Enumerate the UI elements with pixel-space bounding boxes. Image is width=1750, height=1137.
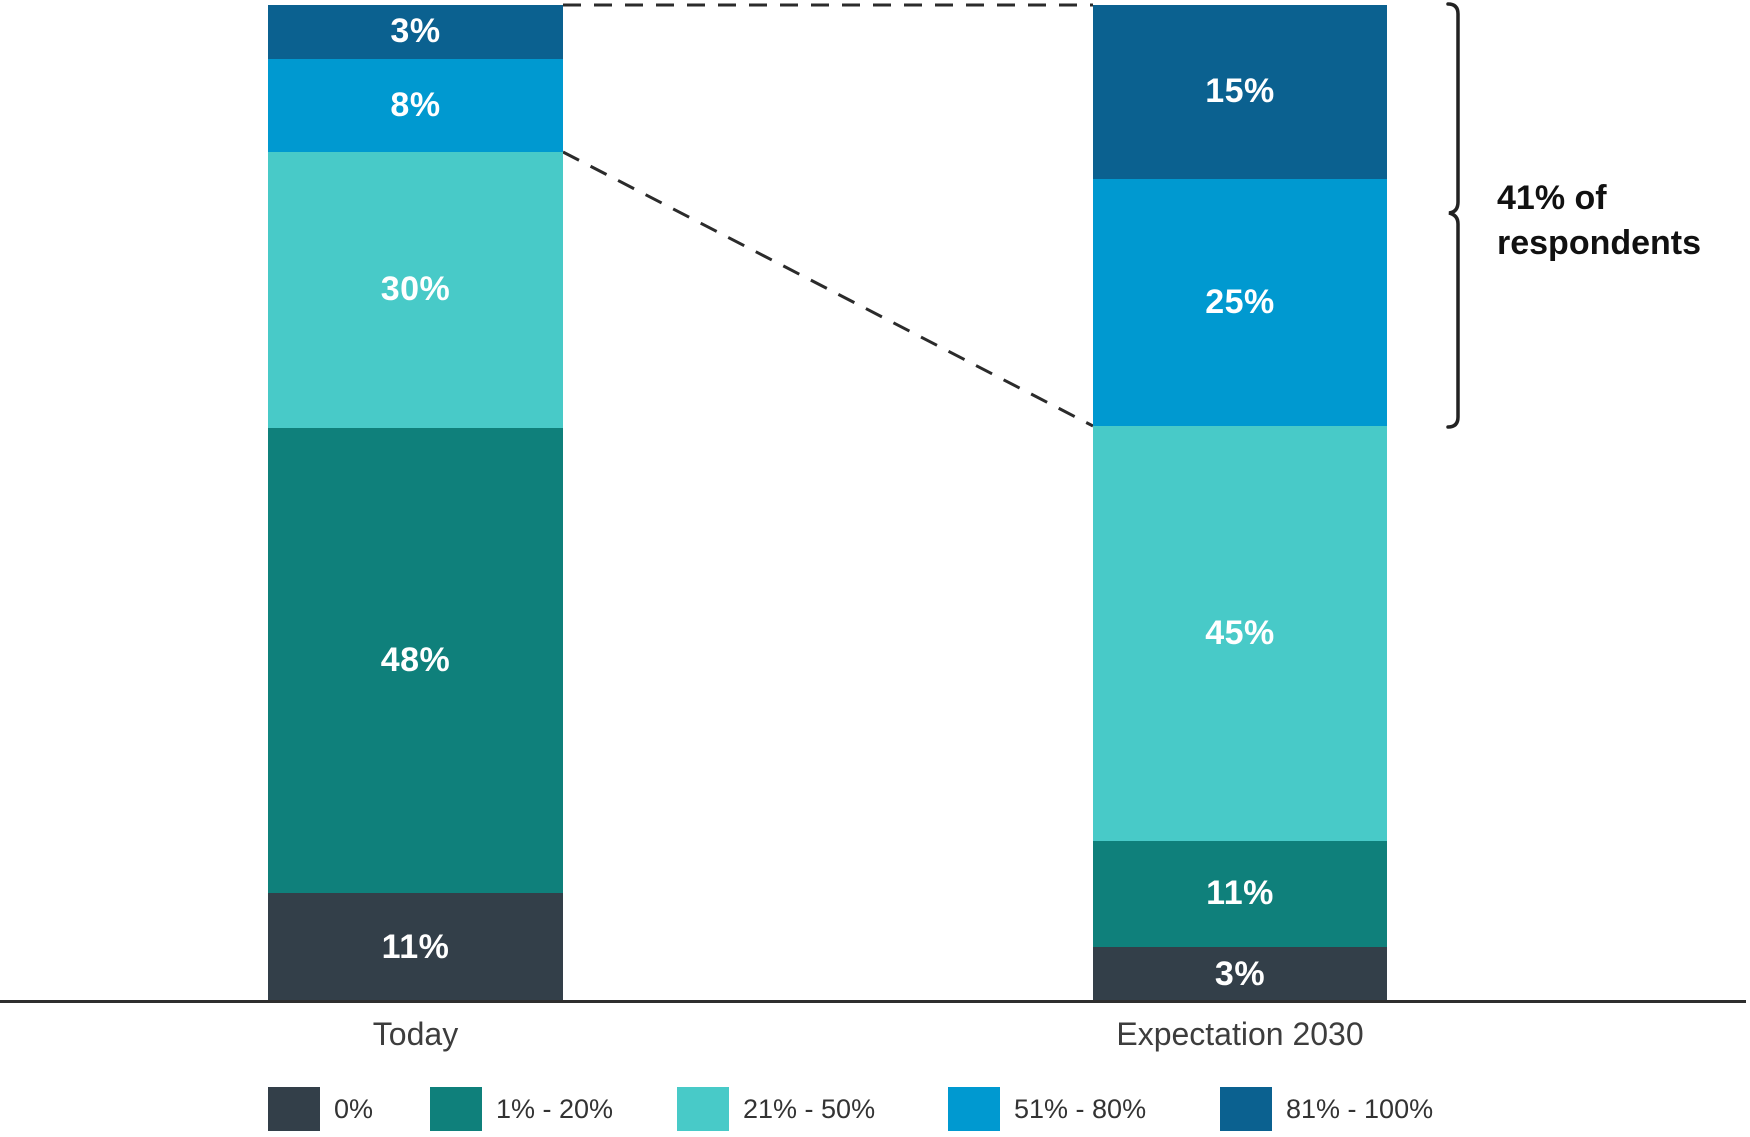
legend-item-21-50: 21% - 50% xyxy=(677,1087,875,1131)
bar-segment-2030-0: 3% xyxy=(1093,946,1387,1002)
legend-label: 21% - 50% xyxy=(743,1093,876,1124)
bar-segment-2030-51-80: 25% xyxy=(1093,178,1387,426)
bar-segment-2030-1-20: 11% xyxy=(1093,840,1387,947)
legend-swatch-1-20 xyxy=(430,1087,482,1131)
legend-swatch-21-50 xyxy=(677,1087,729,1131)
dashed-connector-middle xyxy=(562,150,1094,428)
legend-swatch-0-percent xyxy=(268,1087,320,1131)
bar-segment-2030-21-50: 45% xyxy=(1093,425,1387,841)
segment-value-label: 25% xyxy=(1205,282,1275,321)
legend-label: 1% - 20% xyxy=(496,1093,614,1124)
legend-item-0: 0% xyxy=(268,1087,373,1131)
annotation-bracket xyxy=(1446,2,1460,429)
legend-swatch-51-80 xyxy=(948,1087,1000,1131)
legend-item-1-20: 1% - 20% xyxy=(430,1087,613,1131)
bar-segment-today-81-100: 3% xyxy=(268,5,563,59)
x-axis-line xyxy=(0,1000,1746,1003)
legend-item-51-80: 51% - 80% xyxy=(948,1087,1146,1131)
segment-value-label: 15% xyxy=(1205,72,1275,111)
segment-value-label: 8% xyxy=(390,85,441,124)
legend-label: 81% - 100% xyxy=(1286,1093,1434,1124)
bar-segment-today-51-80: 8% xyxy=(268,58,563,152)
bar-segment-today-21-50: 30% xyxy=(268,151,563,428)
segment-value-label: 48% xyxy=(380,640,451,679)
legend-label: 0% xyxy=(334,1093,374,1124)
segment-value-label: 3% xyxy=(1214,954,1266,993)
legend-label: 51% - 80% xyxy=(1014,1093,1147,1124)
segment-value-label: 30% xyxy=(380,270,451,309)
legend-item-81-100: 81% - 100% xyxy=(1220,1087,1433,1131)
segment-value-label: 45% xyxy=(1205,613,1275,652)
bar-today: 3% 8% 30% 48% 11% xyxy=(268,5,563,1002)
x-axis-label-today: Today xyxy=(372,1016,459,1052)
bar-segment-2030-81-100: 15% xyxy=(1093,5,1387,179)
bar-expectation-2030: 15% 25% 45% 11% 3% xyxy=(1093,5,1387,1002)
legend-swatch-81-100 xyxy=(1220,1087,1272,1131)
bar-segment-today-1-20: 48% xyxy=(268,427,563,893)
x-axis-label-expectation-2030: Expectation 2030 xyxy=(1116,1016,1364,1052)
segment-value-label: 3% xyxy=(390,12,441,51)
segment-value-label: 11% xyxy=(381,927,450,966)
annotation-41-percent: 41% of respondents xyxy=(1497,179,1702,262)
bar-segment-today-0: 11% xyxy=(268,892,563,1002)
segment-value-label: 11% xyxy=(1206,874,1274,913)
